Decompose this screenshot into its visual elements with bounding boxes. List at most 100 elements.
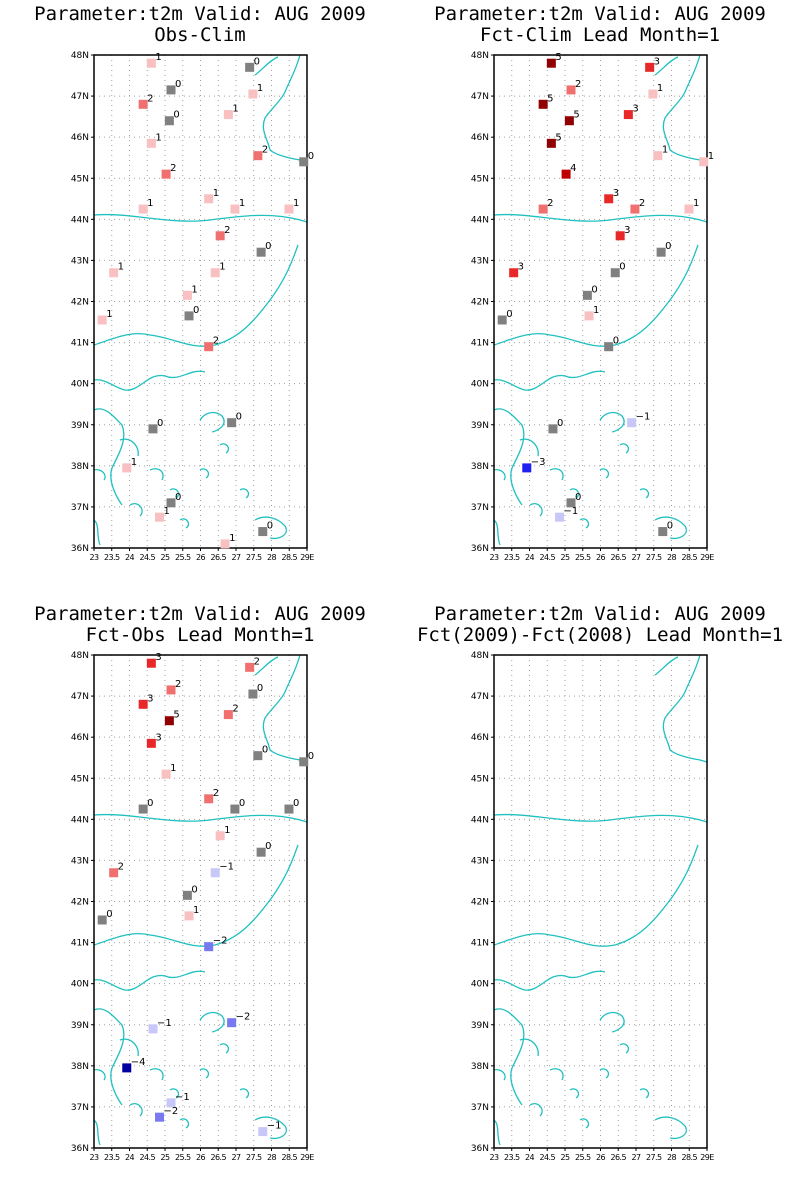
station-marker: [184, 911, 194, 921]
station-marker: [584, 311, 594, 321]
y-tick-label: 38N: [71, 462, 89, 472]
y-tick-label: 45N: [71, 774, 89, 784]
coastline-path: [254, 56, 279, 76]
station-marker: [161, 169, 171, 179]
station-marker: [220, 539, 230, 549]
y-axis: 48N 47N 46N 45N 44N 43N 42N 41N 40N 39N 38N 37N 36N: [471, 51, 494, 554]
x-tick-label: 24: [125, 553, 134, 562]
grid: [94, 55, 307, 548]
coastline-path: [179, 1118, 190, 1129]
y-tick-label: 47N: [471, 92, 489, 102]
x-tick-label: 28: [267, 1153, 276, 1162]
station-value-label: 1: [257, 83, 263, 94]
station-marker: [546, 138, 556, 148]
station-value-label: −2: [236, 1012, 251, 1023]
y-tick-label: 38N: [471, 1062, 489, 1072]
station-value-label: 2: [175, 679, 181, 690]
coastline-path: [493, 244, 699, 347]
station-value-label: 2: [224, 225, 230, 236]
station-value-label: 0: [175, 79, 181, 90]
station-marker: [182, 290, 192, 300]
coastline-path: [493, 519, 501, 546]
coastline-path: [493, 468, 506, 481]
coastline-path: [93, 970, 206, 991]
station-marker: [204, 194, 214, 204]
x-tick-label: 27: [232, 1153, 241, 1162]
x-tick-label: 23: [90, 553, 99, 562]
station-value-label: 1: [170, 763, 176, 774]
x-tick-label: 27.5: [246, 1153, 262, 1162]
station-value-label: 1: [662, 145, 668, 156]
coastline-path: [93, 519, 101, 546]
station-markers: 0 5 3 5 2 1 5 3 5 1 4 1 2 3 2 1 3 0 3 0 0 0 1 0 0 −1 −3 0 −1: [497, 52, 714, 537]
station-value-label: 1: [708, 151, 714, 162]
x-tick-label: 27: [232, 553, 241, 562]
coastline-path: [254, 516, 287, 540]
station-value-label: 1: [131, 457, 137, 468]
station-marker: [161, 769, 171, 779]
coastline-path: [579, 518, 590, 529]
coastline-path: [93, 408, 125, 506]
y-axis: 48N 47N 46N 45N 44N 43N 42N 41N 40N 39N 38N 37N 36N: [471, 651, 494, 1154]
x-tick-label: 27.5: [646, 1153, 662, 1162]
x-tick-label: 23.5: [504, 553, 520, 562]
y-tick-label: 43N: [471, 856, 489, 866]
station-marker: [138, 699, 148, 709]
y-axis: 48N 47N 46N 45N 44N 43N 42N 41N 40N 39N 38N 37N 36N: [71, 51, 94, 554]
x-tick-label: 28.5: [682, 553, 698, 562]
station-value-label: 0: [257, 683, 263, 694]
station-marker: [627, 418, 637, 428]
y-tick-label: 41N: [471, 339, 489, 349]
coastline-path: [219, 443, 230, 454]
x-tick-label: 24: [125, 1153, 134, 1162]
y-tick-label: 38N: [71, 1062, 89, 1072]
coastline-path: [199, 1068, 210, 1079]
station-value-label: 5: [555, 52, 561, 63]
station-marker: [566, 498, 576, 508]
y-tick-label: 39N: [471, 421, 489, 431]
coastline: [93, 654, 308, 1146]
panel-title: Parameter:t2m Valid: AUG 2009: [434, 3, 766, 25]
station-marker: [256, 847, 266, 857]
station-value-label: 0: [239, 798, 245, 809]
station-value-label: 0: [193, 305, 199, 316]
y-tick-label: 36N: [471, 544, 489, 554]
coastline-path: [93, 1068, 106, 1081]
coastline-path: [149, 1068, 164, 1081]
station-value-label: 1: [693, 198, 699, 209]
station-marker: [604, 194, 614, 204]
station-marker: [230, 204, 240, 214]
coastline-path: [493, 1008, 525, 1106]
coastline-path: [149, 468, 164, 481]
station-marker: [227, 418, 237, 428]
station-marker: [122, 463, 132, 473]
station-marker: [582, 290, 592, 300]
x-tick-label: 25.5: [575, 1153, 591, 1162]
coastline: [93, 54, 308, 546]
x-tick-label: 26: [596, 1153, 605, 1162]
station-marker: [658, 527, 668, 537]
coastline-path: [119, 1038, 139, 1057]
station-marker: [555, 512, 565, 522]
station-value-label: −3: [531, 457, 546, 468]
map-frame: [93, 654, 308, 1149]
station-marker: [155, 512, 165, 522]
coastline-path: [93, 213, 308, 223]
y-tick-label: 42N: [471, 898, 489, 908]
coastline-path: [129, 1103, 143, 1117]
station-value-label: 0: [262, 745, 268, 756]
x-axis: 23 23.5 24 24.5 25 25.5 26 26.5 27 27.5 28 28.5 29E: [490, 548, 715, 562]
station-marker: [248, 89, 258, 99]
station-value-label: 4: [570, 163, 576, 174]
y-tick-label: 42N: [71, 298, 89, 308]
grid: [494, 655, 707, 1148]
map-canvas: 48N47N46N45N44N43N42N41N40N39N38N37N36N2…: [471, 51, 715, 562]
station-marker: [299, 157, 309, 167]
station-value-label: 0: [506, 309, 512, 320]
station-markers: 3 2 3 2 0 5 2 3 0 1 0 0 2 0 0 1 0 2 −1 0 0 1 −2 −1 −2 −4 −1 −2 −1: [97, 652, 314, 1137]
x-tick-label: 27: [632, 553, 641, 562]
coastline-path: [599, 1011, 625, 1033]
y-tick-label: 36N: [71, 1144, 89, 1154]
station-value-label: −1: [636, 412, 651, 423]
station-value-label: 2: [639, 198, 645, 209]
